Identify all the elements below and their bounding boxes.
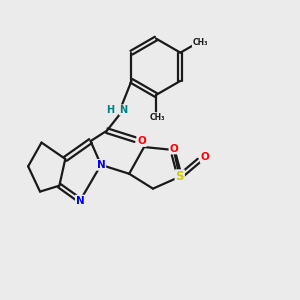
Text: O: O: [169, 143, 178, 154]
Text: S: S: [176, 170, 184, 183]
Text: CH₃: CH₃: [193, 38, 208, 47]
Text: H: H: [106, 105, 114, 115]
Text: O: O: [137, 136, 146, 146]
Text: N: N: [119, 105, 127, 115]
Text: CH₃: CH₃: [150, 113, 165, 122]
Text: N: N: [76, 196, 85, 206]
Text: N: N: [97, 160, 105, 170]
Text: O: O: [201, 152, 209, 162]
